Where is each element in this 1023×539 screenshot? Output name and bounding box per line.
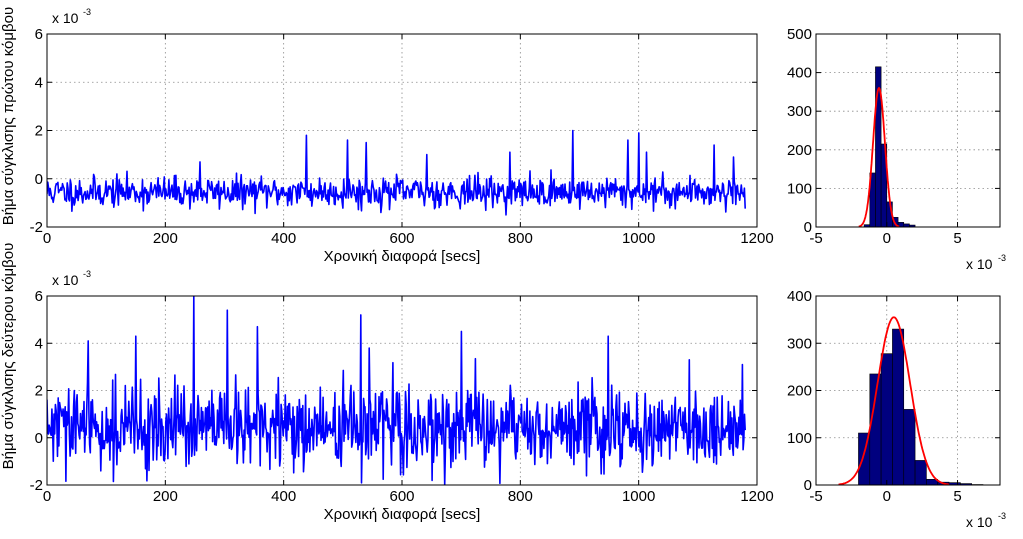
y-tick-label: 2 bbox=[35, 123, 43, 140]
x-tick-label: 1200 bbox=[740, 230, 773, 247]
y-tick-label: 6 bbox=[35, 26, 43, 43]
x-tick-label: 1200 bbox=[740, 488, 773, 505]
data-series-line bbox=[47, 129, 746, 216]
x-tick-label: 5 bbox=[953, 488, 961, 505]
x-tick-label: 400 bbox=[271, 488, 296, 505]
x-tick-label: 1000 bbox=[622, 488, 655, 505]
x-tick-label: -5 bbox=[809, 230, 822, 247]
y-tick-label: 300 bbox=[787, 103, 812, 120]
x-tick-label: 0 bbox=[883, 488, 891, 505]
normal-fit-curve bbox=[858, 86, 900, 227]
x-axis-label: Χρονική διαφορά [secs] bbox=[324, 506, 481, 523]
histogram-bar bbox=[909, 224, 916, 227]
y-tick-label: 0 bbox=[35, 171, 43, 188]
y-tick-label: -2 bbox=[30, 477, 43, 494]
x-tick-label: 800 bbox=[508, 230, 533, 247]
x-tick-label: 800 bbox=[508, 488, 533, 505]
y-scale-exponent: -3 bbox=[83, 7, 91, 17]
plot-area bbox=[47, 129, 746, 216]
y-scale-factor: x 10 bbox=[52, 10, 79, 26]
x-tick-label: 5 bbox=[953, 230, 961, 247]
y-tick-label: 100 bbox=[787, 180, 812, 197]
x-scale-exponent: -3 bbox=[998, 511, 1006, 521]
normal-fit-curve bbox=[838, 316, 950, 485]
y-tick-label: 200 bbox=[787, 383, 812, 400]
data-series-line bbox=[47, 296, 746, 485]
histogram-bar bbox=[914, 460, 927, 485]
plot-area bbox=[858, 66, 916, 227]
x-scale-factor: x 10 bbox=[966, 514, 993, 530]
x-tick-label: 0 bbox=[43, 488, 51, 505]
y-tick-label: 100 bbox=[787, 430, 812, 447]
y-tick-label: 0 bbox=[804, 219, 812, 236]
x-tick-label: 0 bbox=[43, 230, 51, 247]
y-axis-label: Βήμα σύγκλισης πρώτου κόμβου bbox=[0, 7, 17, 225]
y-tick-label: 0 bbox=[35, 430, 43, 447]
x-tick-label: 200 bbox=[153, 488, 178, 505]
x-tick-label: 600 bbox=[389, 488, 414, 505]
histogram-bar bbox=[903, 409, 916, 485]
x-tick-label: 1000 bbox=[622, 230, 655, 247]
x-scale-factor: x 10 bbox=[966, 256, 993, 272]
y-tick-label: 6 bbox=[35, 288, 43, 305]
plot-area bbox=[838, 316, 984, 485]
x-tick-label: 0 bbox=[883, 230, 891, 247]
y-tick-label: 4 bbox=[35, 74, 43, 91]
histogram-bar bbox=[869, 373, 882, 485]
y-scale-factor: x 10 bbox=[52, 272, 79, 288]
x-tick-label: 600 bbox=[389, 230, 414, 247]
histogram-bar bbox=[892, 328, 905, 485]
x-scale-exponent: -3 bbox=[998, 253, 1006, 263]
x-tick-label: 200 bbox=[153, 230, 178, 247]
y-tick-label: 500 bbox=[787, 26, 812, 43]
y-tick-label: 400 bbox=[787, 288, 812, 305]
y-axis-label: Βήμα σύγκλισης δεύτερου κόμβου bbox=[0, 243, 17, 470]
x-tick-label: -5 bbox=[809, 488, 822, 505]
y-tick-label: 400 bbox=[787, 65, 812, 82]
y-scale-exponent: -3 bbox=[83, 269, 91, 279]
y-tick-label: -2 bbox=[30, 219, 43, 236]
x-tick-label: 400 bbox=[271, 230, 296, 247]
y-tick-label: 0 bbox=[804, 477, 812, 494]
plot-area bbox=[47, 296, 746, 485]
y-tick-label: 4 bbox=[35, 335, 43, 352]
y-tick-label: 300 bbox=[787, 335, 812, 352]
histogram-bar bbox=[880, 353, 893, 485]
y-tick-label: 200 bbox=[787, 142, 812, 159]
x-axis-label: Χρονική διαφορά [secs] bbox=[324, 248, 481, 265]
axes-frame bbox=[815, 33, 1001, 228]
y-tick-label: 2 bbox=[35, 383, 43, 400]
